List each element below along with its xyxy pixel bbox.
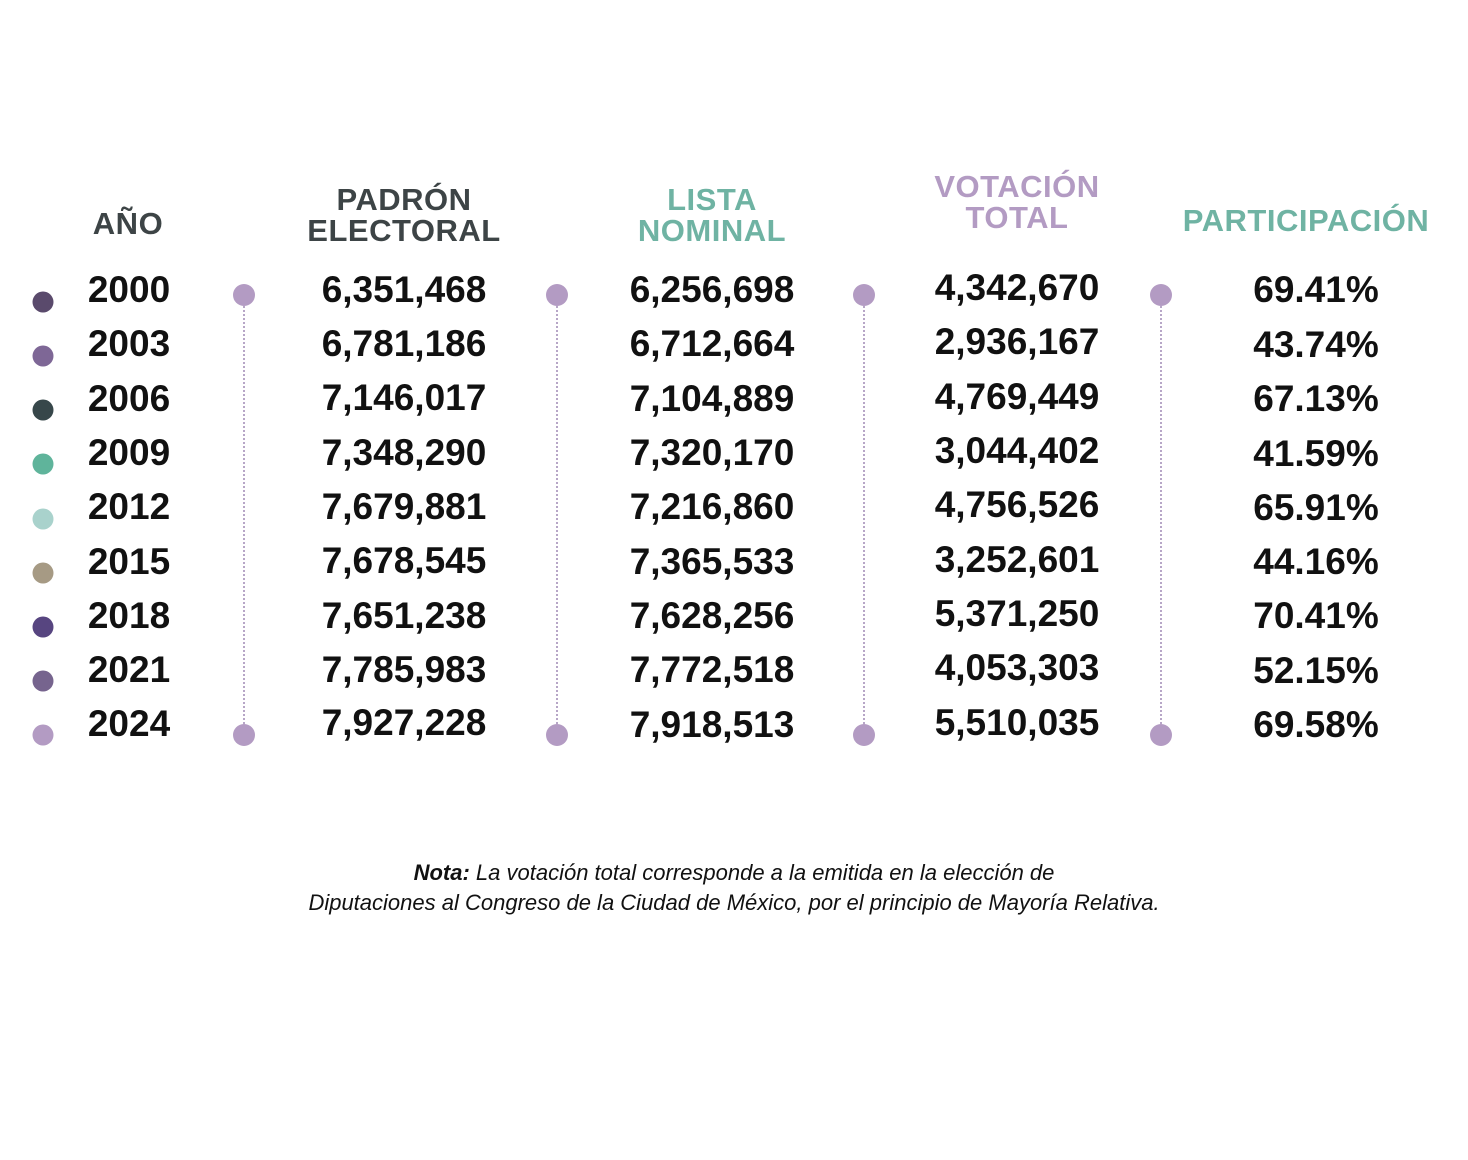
participacion-cell: 44.16% — [1253, 541, 1379, 582]
padron-cell: 7,651,238 — [321, 595, 487, 636]
connector-line-4 — [1160, 295, 1162, 735]
votacion-cell: 5,510,035 — [934, 702, 1100, 743]
connector-dot-4-top — [1150, 284, 1172, 306]
padron-cell: 7,785,983 — [321, 649, 487, 690]
header-padron: PADRÓN ELECTORAL — [284, 184, 524, 246]
connector-dot-4-bottom — [1150, 724, 1172, 746]
row-dot-2012 — [32, 508, 54, 530]
lista-cell: 7,320,170 — [629, 432, 795, 473]
connector-dot-2-top — [546, 284, 568, 306]
footnote: Nota: La votación total corresponde a la… — [0, 858, 1468, 918]
participacion-cell: 52.15% — [1253, 650, 1379, 691]
lista-cell: 7,918,513 — [629, 704, 795, 745]
header-lista-line2: NOMINAL — [637, 213, 787, 248]
header-participacion-line1: PARTICIPACIÓN — [1182, 203, 1430, 238]
lista-cell: 7,628,256 — [629, 595, 795, 636]
header-padron-line2: ELECTORAL — [307, 213, 501, 248]
votacion-cell: 5,371,250 — [934, 593, 1100, 634]
year-cell: 2009 — [87, 432, 171, 473]
header-votacion-line1: VOTACIÓN — [934, 169, 1100, 204]
year-cell: 2000 — [87, 269, 171, 310]
row-dot-2021 — [32, 670, 54, 692]
year-cell: 2003 — [87, 323, 171, 364]
lista-cell: 6,712,664 — [629, 323, 795, 364]
padron-cell: 7,678,545 — [321, 540, 487, 581]
votacion-cell: 3,252,601 — [934, 539, 1100, 580]
connector-line-2 — [556, 295, 558, 735]
connector-line-1 — [243, 295, 245, 735]
header-votacion: VOTACIÓN TOTAL — [897, 171, 1137, 233]
connector-line-3 — [863, 295, 865, 735]
year-cell: 2021 — [87, 649, 171, 690]
votacion-cell: 4,342,670 — [934, 267, 1100, 308]
votacion-cell: 4,053,303 — [934, 647, 1100, 688]
row-dot-2018 — [32, 616, 54, 638]
header-participacion: PARTICIPACIÓN — [1166, 205, 1446, 236]
header-votacion-line2: TOTAL — [965, 200, 1069, 235]
participacion-cell: 69.58% — [1253, 704, 1379, 745]
year-cell: 2015 — [87, 541, 171, 582]
votacion-cell: 2,936,167 — [934, 321, 1100, 362]
row-dot-2000 — [32, 291, 54, 313]
participacion-cell: 65.91% — [1253, 487, 1379, 528]
connector-dot-3-bottom — [853, 724, 875, 746]
connector-dot-2-bottom — [546, 724, 568, 746]
lista-cell: 7,772,518 — [629, 649, 795, 690]
footnote-label: Nota: — [413, 860, 470, 885]
padron-cell: 6,351,468 — [321, 269, 487, 310]
connector-dot-3-top — [853, 284, 875, 306]
header-year: AÑO — [58, 208, 198, 239]
header-padron-line1: PADRÓN — [336, 182, 472, 217]
footnote-line1: Nota: La votación total corresponde a la… — [0, 858, 1468, 888]
votacion-cell: 3,044,402 — [934, 430, 1100, 471]
year-cell: 2012 — [87, 486, 171, 527]
votacion-cell: 4,769,449 — [934, 376, 1100, 417]
election-table: AÑO PADRÓN ELECTORAL LISTA NOMINAL VOTAC… — [32, 171, 1446, 746]
row-dot-2006 — [32, 399, 54, 421]
participacion-cell: 69.41% — [1253, 269, 1379, 310]
padron-cell: 7,927,228 — [321, 702, 487, 743]
header-lista-line1: LISTA — [667, 182, 757, 217]
row-dot-2003 — [32, 345, 54, 367]
padron-cell: 7,679,881 — [321, 486, 487, 527]
padron-cell: 7,146,017 — [321, 377, 487, 418]
participacion-cell: 43.74% — [1253, 324, 1379, 365]
footnote-text-line1: La votación total corresponde a la emiti… — [475, 860, 1055, 885]
participacion-cell: 41.59% — [1253, 433, 1379, 474]
lista-cell: 6,256,698 — [629, 269, 795, 310]
lista-cell: 7,104,889 — [629, 378, 795, 419]
lista-cell: 7,216,860 — [629, 486, 795, 527]
year-cell: 2024 — [87, 703, 171, 744]
participacion-cell: 67.13% — [1253, 378, 1379, 419]
connector-dot-1-top — [233, 284, 255, 306]
lista-cell: 7,365,533 — [629, 541, 795, 582]
connector-dot-1-bottom — [233, 724, 255, 746]
header-year-line1: AÑO — [92, 206, 164, 241]
year-cell: 2006 — [87, 378, 171, 419]
padron-cell: 6,781,186 — [321, 323, 487, 364]
row-dot-2015 — [32, 562, 54, 584]
row-dot-2009 — [32, 453, 54, 475]
row-dot-2024 — [32, 724, 54, 746]
header-lista: LISTA NOMINAL — [592, 184, 832, 246]
participacion-cell: 70.41% — [1253, 595, 1379, 636]
year-cell: 2018 — [87, 595, 171, 636]
votacion-cell: 4,756,526 — [934, 484, 1100, 525]
padron-cell: 7,348,290 — [321, 432, 487, 473]
footnote-text-line2: Diputaciones al Congreso de la Ciudad de… — [308, 890, 1160, 915]
